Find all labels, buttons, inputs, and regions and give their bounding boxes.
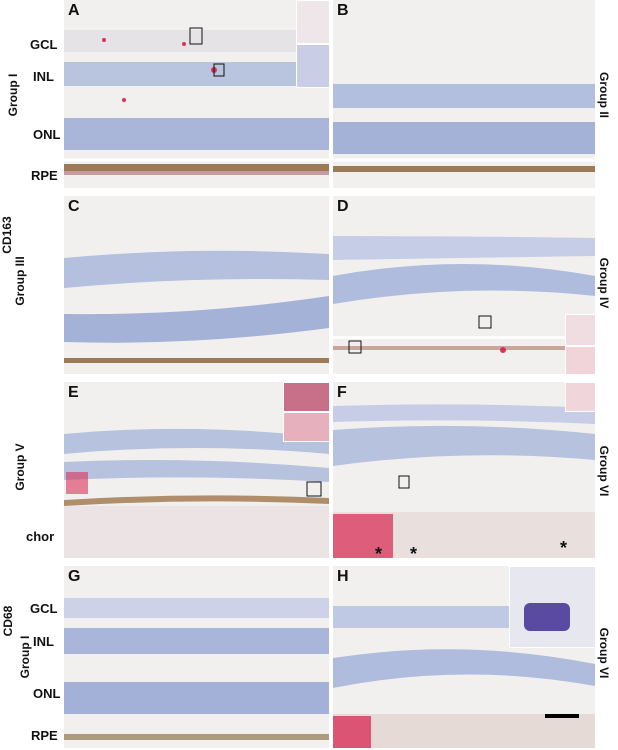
layer-label-gcl-g: GCL	[30, 601, 58, 616]
layer-label-inl-a: INL	[33, 69, 54, 84]
group-label-4: Group IV	[597, 257, 611, 309]
group-label-5: Group V	[13, 443, 27, 491]
panel-g: G	[64, 566, 329, 748]
stain-label-cd68: CD68	[1, 605, 15, 637]
panel-e-inset-top	[283, 382, 329, 412]
panel-a-image	[64, 0, 329, 188]
panel-f: F	[333, 382, 595, 558]
panel-e-label: E	[68, 384, 79, 401]
panel-a-inset-top	[296, 0, 329, 44]
asterisk-1: *	[375, 544, 383, 564]
layer-label-rpe-a: RPE	[31, 168, 58, 183]
panel-d: D	[333, 196, 595, 374]
group-label-6-cd68: Group VI	[597, 627, 611, 679]
panel-b-label: B	[337, 2, 349, 19]
group-label-2: Group II	[597, 72, 611, 118]
panel-a-inset-bottom	[296, 44, 329, 88]
panel-f-inset	[565, 382, 595, 412]
panel-f-image	[333, 382, 595, 558]
stain-label-cd163: CD163	[0, 216, 14, 254]
panel-e-inset-bottom	[283, 412, 329, 442]
layer-label-onl-a: ONL	[33, 127, 61, 142]
panel-g-label: G	[68, 568, 81, 585]
layer-label-inl-g: INL	[33, 634, 54, 649]
panel-h-inset	[509, 566, 595, 648]
panel-d-inset-bottom	[565, 346, 595, 374]
panel-a-label: A	[68, 2, 80, 19]
panel-h-label: H	[337, 568, 349, 585]
layer-label-onl-g: ONL	[33, 686, 61, 701]
panel-c-label: C	[68, 198, 80, 215]
asterisk-3: *	[560, 538, 568, 558]
panel-a: A	[64, 0, 329, 188]
panel-b-image	[333, 0, 595, 188]
panel-f-label: F	[337, 384, 347, 401]
layer-label-gcl-a: GCL	[30, 37, 58, 52]
panel-d-inset-top	[565, 314, 595, 346]
layer-label-rpe-g: RPE	[31, 728, 58, 743]
layer-label-chor: chor	[26, 529, 55, 544]
panel-b: B	[333, 0, 595, 188]
panel-d-label: D	[337, 198, 349, 215]
group-label-3: Group III	[13, 256, 27, 306]
panel-c: C	[64, 196, 329, 374]
panel-h: H	[333, 566, 595, 748]
asterisk-2: *	[410, 544, 418, 564]
group-label-1-cd68: Group I	[18, 635, 32, 679]
group-label-1: Group I	[6, 73, 20, 117]
panel-c-image	[64, 196, 329, 374]
panel-d-image	[333, 196, 595, 374]
panel-e: E	[64, 382, 329, 558]
panel-g-image	[64, 566, 329, 748]
scale-bar	[545, 714, 579, 718]
group-label-6: Group VI	[597, 445, 611, 497]
